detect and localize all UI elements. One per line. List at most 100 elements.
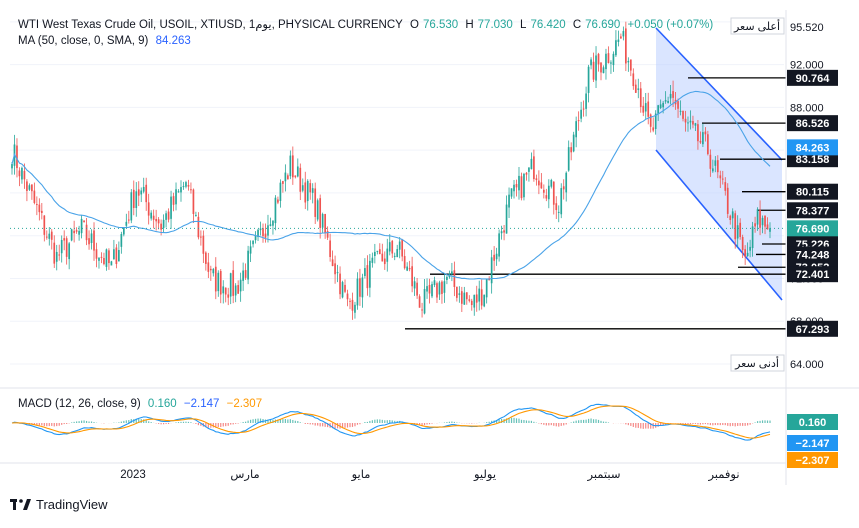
candle-body [677,101,679,109]
candle-body [721,178,724,180]
candle [682,110,684,122]
candle-body [339,273,341,295]
candle [110,260,113,266]
macd-line [11,403,771,441]
candle [165,210,167,228]
candle-body [125,221,128,226]
candle-body [65,238,68,257]
candle [637,78,640,99]
candle-body [118,250,120,262]
candle-body [314,188,317,217]
candle-body [535,178,538,181]
channel-lower-line [655,149,783,301]
candle-body [595,55,597,81]
candle-body [132,189,135,208]
candle-body [533,156,535,180]
level-label: 74.248 [796,249,830,261]
candle-body [349,300,351,302]
candle-body [334,263,336,275]
candle-body [356,278,359,306]
time-tick: مارس [230,469,259,482]
candle-body [528,167,530,172]
candle [45,230,48,240]
candle [301,178,304,193]
candle [667,96,669,104]
candle [602,65,605,74]
candle [741,234,744,259]
candle-body [90,233,93,244]
candle [734,210,737,249]
tradingview-logo[interactable]: TradingView [10,497,108,512]
candle-body [160,223,162,230]
candle [508,187,510,219]
candle [694,122,697,132]
candle [172,192,175,212]
candle-body [26,181,28,191]
candle [371,252,374,268]
candle [639,82,642,113]
candle-body [428,284,431,294]
candle-body [714,160,717,166]
candle [388,234,391,256]
candle-body [702,132,704,145]
candle [68,242,71,270]
candle-body [100,256,103,258]
candle-body [446,276,448,280]
candle-body [639,88,642,108]
candle [113,239,115,260]
candle-body [503,230,505,233]
candle-body [610,62,612,64]
candle [533,149,535,182]
candle-body [175,189,177,205]
candle [570,142,573,161]
descending-channel [655,27,783,301]
candle-body [262,228,264,237]
candle [403,249,406,270]
candle-body [463,292,466,305]
candle [642,96,645,117]
candle-body [468,299,471,301]
candle-body [219,271,222,295]
candle-body [756,209,759,225]
candle [515,179,518,197]
candle-body [200,236,202,238]
candle-body [294,175,297,178]
macd-legend[interactable]: MACD (12, 26, close, 9) 0.160 −2.147 −2.… [18,398,266,410]
candle [620,33,622,39]
candle-body [354,304,356,313]
candle-body [719,175,722,179]
candle [625,21,627,72]
candle [339,266,341,300]
candle-body [190,189,192,191]
candle [629,59,632,77]
candle [58,244,61,261]
candle [23,163,26,189]
candle [493,246,495,271]
price-tick: 88.000 [790,102,824,114]
candle-body [383,258,386,265]
candle [331,250,334,267]
candle-body [63,238,66,241]
current-price-box [787,220,838,237]
candle-body [180,187,182,193]
candle [252,239,254,248]
candle [289,150,292,180]
candle-body [490,257,493,284]
candle-body [403,256,406,269]
candle-body [672,91,674,98]
ma-legend[interactable]: MA (50, close, 0, SMA, 9) 84.263 [18,35,195,47]
candle-body [460,291,463,304]
candle [709,149,712,177]
candle [587,64,590,103]
macd-axis-box [787,435,838,451]
candle [739,218,742,240]
candle-body [272,220,274,226]
candle [378,243,381,255]
candle [11,162,13,175]
candle [118,241,120,262]
candle-body [227,294,230,298]
candle [217,270,220,297]
candle-body [115,247,118,265]
